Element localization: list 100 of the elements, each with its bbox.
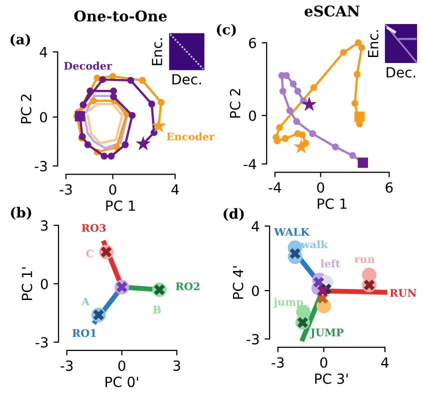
series-label: left — [320, 259, 340, 268]
point — [354, 70, 361, 78]
point — [278, 72, 286, 79]
point — [151, 118, 166, 132]
x-axis-title: PC 1 — [106, 200, 135, 211]
point — [136, 136, 151, 150]
y-tick-label: 3 — [41, 220, 48, 231]
point — [340, 48, 347, 56]
series-label: JUMP — [310, 328, 344, 338]
point — [279, 88, 286, 95]
point — [113, 144, 120, 151]
point — [317, 286, 328, 296]
y-tick-label: 0 — [252, 286, 259, 296]
x-tick-label: 4 — [381, 357, 389, 368]
point — [109, 72, 116, 80]
point — [286, 107, 294, 114]
point — [294, 88, 302, 95]
series-label: walk — [300, 240, 328, 248]
annotation: Dec. — [172, 74, 201, 85]
point — [358, 158, 368, 168]
y-tick-label: -3 — [36, 337, 48, 348]
point — [110, 88, 118, 94]
point — [293, 118, 300, 126]
annotation: Enc. — [152, 38, 162, 66]
point — [84, 141, 92, 148]
x-tick-label: 3 — [173, 360, 180, 371]
series-label: RO2 — [176, 282, 200, 290]
text: (b) — [10, 206, 32, 220]
point — [276, 124, 283, 132]
series-label: run — [354, 257, 375, 263]
series-label: jump — [273, 298, 304, 308]
point — [100, 152, 108, 160]
text: (d) — [224, 208, 244, 221]
x-tick-label: 6 — [386, 182, 393, 193]
annotation: Enc. — [368, 30, 378, 58]
y-tick-label: 4 — [40, 47, 48, 58]
point — [90, 97, 97, 104]
text: (a) — [10, 34, 30, 46]
annotation: Dec. — [386, 67, 416, 78]
y-tick-label: -3 — [34, 160, 47, 172]
y-tick-label: 4 — [252, 221, 260, 232]
point — [122, 141, 129, 148]
series-label: Decoder — [64, 62, 112, 70]
x-tick-label: 0 — [320, 357, 328, 368]
series-label: A — [81, 298, 90, 306]
point — [351, 100, 358, 107]
series-label: RO1 — [72, 329, 96, 337]
chart-title: One-to-One — [74, 10, 167, 22]
point — [80, 101, 87, 108]
point — [158, 98, 165, 106]
x-tick-label: -3 — [272, 357, 284, 368]
series-label: RUN — [390, 289, 416, 297]
point — [354, 39, 362, 46]
point — [108, 152, 115, 160]
y-axis-title: PC 1' — [22, 267, 32, 300]
point — [354, 112, 365, 122]
x-tick-label: 0 — [317, 182, 324, 193]
x-axis-title: PC 3' — [315, 373, 348, 384]
x-tick-label: -3 — [60, 360, 73, 371]
text: (c) — [216, 24, 236, 37]
point — [127, 76, 134, 84]
x-axis-title: PC 0' — [106, 376, 138, 388]
point — [309, 130, 316, 138]
point — [74, 111, 86, 122]
point — [290, 80, 297, 88]
x-tick-label: 4 — [171, 184, 179, 195]
y-axis-title: PC 4' — [232, 266, 244, 299]
y-tick-label: 0 — [248, 110, 256, 121]
point — [313, 276, 324, 288]
point — [349, 152, 356, 159]
point — [110, 93, 118, 100]
point — [148, 100, 156, 108]
point — [310, 84, 318, 92]
point — [150, 129, 158, 136]
series-label: WALK — [274, 228, 310, 236]
point — [358, 44, 366, 52]
y-axis-title: PC 2 — [230, 89, 240, 118]
point — [99, 76, 106, 84]
series-label: B — [153, 306, 161, 314]
y-tick-label: 6 — [249, 38, 256, 48]
series-label: C — [86, 250, 94, 258]
y-tick-label: 0 — [40, 278, 48, 290]
point — [282, 135, 289, 142]
x-axis-title: PC 1 — [318, 198, 346, 209]
point — [138, 76, 146, 84]
point — [298, 131, 306, 138]
point — [128, 112, 136, 119]
point — [274, 137, 281, 144]
series-label: Encoder — [166, 132, 215, 140]
chart-title: eSCAN — [304, 6, 360, 17]
y-tick-label: 0 — [40, 112, 48, 123]
x-tick-label: 0 — [118, 360, 126, 371]
x-tick-label: 0 — [109, 184, 116, 195]
y-axis-title: PC 2 — [20, 94, 32, 124]
point — [86, 88, 94, 94]
y-tick-label: -3 — [246, 334, 259, 344]
x-tick-label: -4 — [268, 182, 282, 193]
point — [94, 74, 101, 82]
x-tick-label: -3 — [60, 184, 72, 195]
y-tick-label: -4 — [244, 159, 256, 170]
